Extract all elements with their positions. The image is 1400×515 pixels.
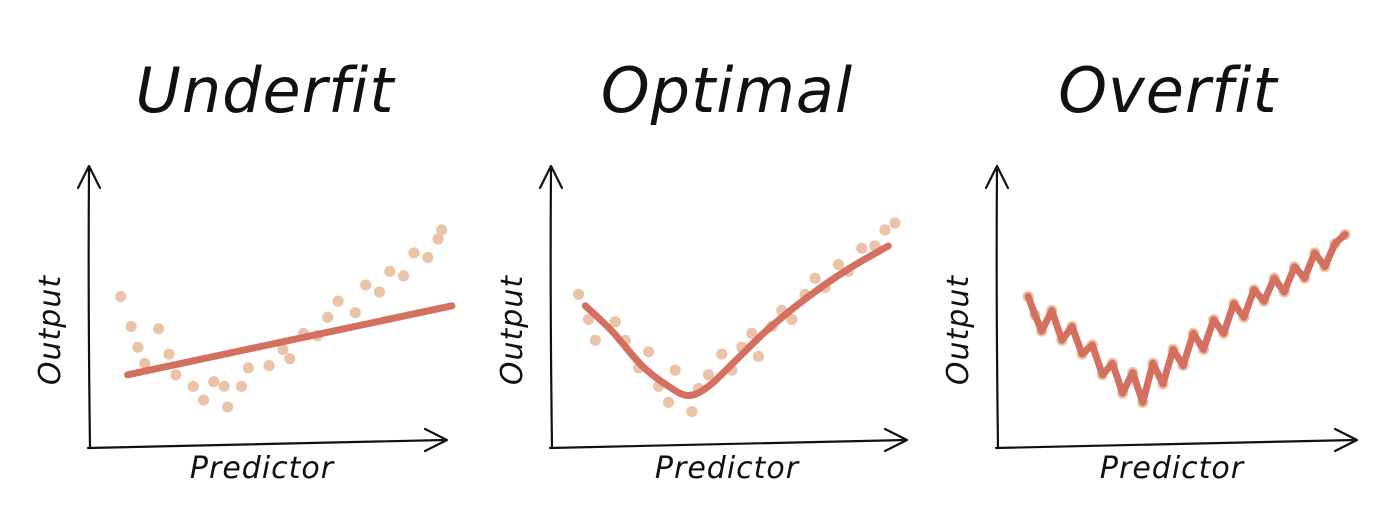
- data-point-underfit-26: [408, 247, 420, 259]
- data-point-optimal-26: [856, 242, 868, 254]
- y-axis-label-overfit: Output: [941, 275, 976, 385]
- y-axis-arrowhead-optimal: [538, 164, 564, 190]
- x-axis-label-optimal: Predictor: [655, 451, 800, 486]
- data-point-underfit-5: [163, 348, 175, 360]
- data-point-underfit-11: [218, 380, 230, 392]
- x-axis-arrowhead-underfit: [423, 427, 449, 453]
- data-point-underfit-3: [139, 357, 151, 369]
- data-point-underfit-23: [373, 286, 385, 298]
- data-point-optimal-24: [832, 258, 845, 270]
- data-point-underfit-10: [222, 401, 234, 413]
- data-point-optimal-3: [609, 316, 621, 328]
- x-axis-label-overfit: Predictor: [1100, 451, 1245, 486]
- panel-overfit: Overfit Output Predictor: [941, 54, 1359, 486]
- data-point-optimal-16: [746, 327, 758, 339]
- axes-optimal: [538, 164, 909, 453]
- x-axis-overfit: [994, 438, 1357, 450]
- y-axis-underfit: [87, 166, 92, 450]
- y-axis-arrowhead-underfit: [76, 164, 102, 190]
- fit-curve-optimal: [581, 242, 892, 399]
- x-axis-optimal: [548, 438, 907, 450]
- data-point-underfit-16: [284, 353, 296, 365]
- data-point-underfit-28: [432, 233, 444, 245]
- data-point-underfit-8: [197, 394, 210, 406]
- data-point-underfit-27: [422, 251, 434, 264]
- data-point-underfit-25: [398, 270, 410, 282]
- x-axis-label-underfit: Predictor: [190, 451, 335, 486]
- data-point-optimal-22: [809, 272, 821, 284]
- data-point-optimal-2: [589, 334, 601, 346]
- panel-title-optimal: Optimal: [601, 54, 853, 127]
- data-point-underfit-9: [208, 376, 220, 388]
- data-point-underfit-21: [349, 307, 361, 319]
- data-point-underfit-20: [332, 295, 344, 307]
- data-point-optimal-12: [702, 369, 715, 381]
- data-points-optimal: [573, 217, 901, 418]
- data-point-underfit-22: [360, 279, 372, 291]
- axes-overfit: [984, 164, 1359, 453]
- data-point-underfit-29: [436, 224, 448, 236]
- data-point-optimal-20: [786, 314, 798, 326]
- data-point-optimal-9: [669, 364, 681, 376]
- data-point-optimal-6: [643, 346, 655, 358]
- data-points-underfit: [115, 224, 448, 413]
- data-point-optimal-17: [752, 350, 765, 362]
- x-axis-arrowhead-optimal: [883, 427, 909, 453]
- data-point-optimal-13: [716, 348, 728, 360]
- fit-line-underfit: [124, 302, 456, 379]
- y-axis-label-underfit: Output: [33, 275, 68, 385]
- data-point-underfit-7: [187, 380, 199, 392]
- y-axis-optimal: [549, 166, 554, 450]
- data-point-optimal-29: [889, 217, 901, 229]
- fit-line-optimal: [581, 242, 892, 399]
- fit-curve-underfit: [124, 302, 456, 379]
- panel-underfit: Underfit Output Predictor: [33, 54, 456, 486]
- data-point-underfit-2: [132, 341, 144, 353]
- fit-line-overfit: [1024, 231, 1349, 406]
- x-axis-underfit: [86, 438, 447, 450]
- data-point-underfit-14: [263, 360, 275, 372]
- fit-curve-overfit: [1024, 231, 1349, 406]
- x-axis-arrowhead-overfit: [1333, 427, 1359, 453]
- data-point-underfit-15: [277, 343, 289, 356]
- y-axis-overfit: [995, 166, 1000, 450]
- y-axis-label-optimal: Output: [495, 275, 530, 385]
- data-point-underfit-1: [125, 320, 137, 333]
- data-point-underfit-12: [235, 380, 247, 392]
- data-point-optimal-8: [663, 396, 675, 408]
- data-point-underfit-6: [170, 369, 182, 381]
- panel-title-underfit: Underfit: [135, 54, 396, 127]
- y-axis-arrowhead-overfit: [984, 164, 1010, 190]
- data-points-overfit: [1022, 228, 1351, 408]
- data-point-underfit-19: [322, 311, 334, 323]
- data-point-optimal-0: [573, 288, 585, 300]
- data-point-optimal-10: [686, 406, 698, 418]
- data-point-underfit-0: [115, 291, 127, 303]
- data-point-underfit-24: [384, 265, 396, 277]
- data-point-optimal-1: [583, 314, 595, 326]
- data-point-optimal-28: [879, 224, 891, 236]
- axes-underfit: [76, 164, 449, 453]
- data-point-underfit-13: [242, 362, 254, 374]
- panel-optimal: Optimal Output Predictor: [495, 54, 909, 486]
- data-point-underfit-4: [153, 323, 165, 335]
- panel-title-overfit: Overfit: [1058, 54, 1279, 127]
